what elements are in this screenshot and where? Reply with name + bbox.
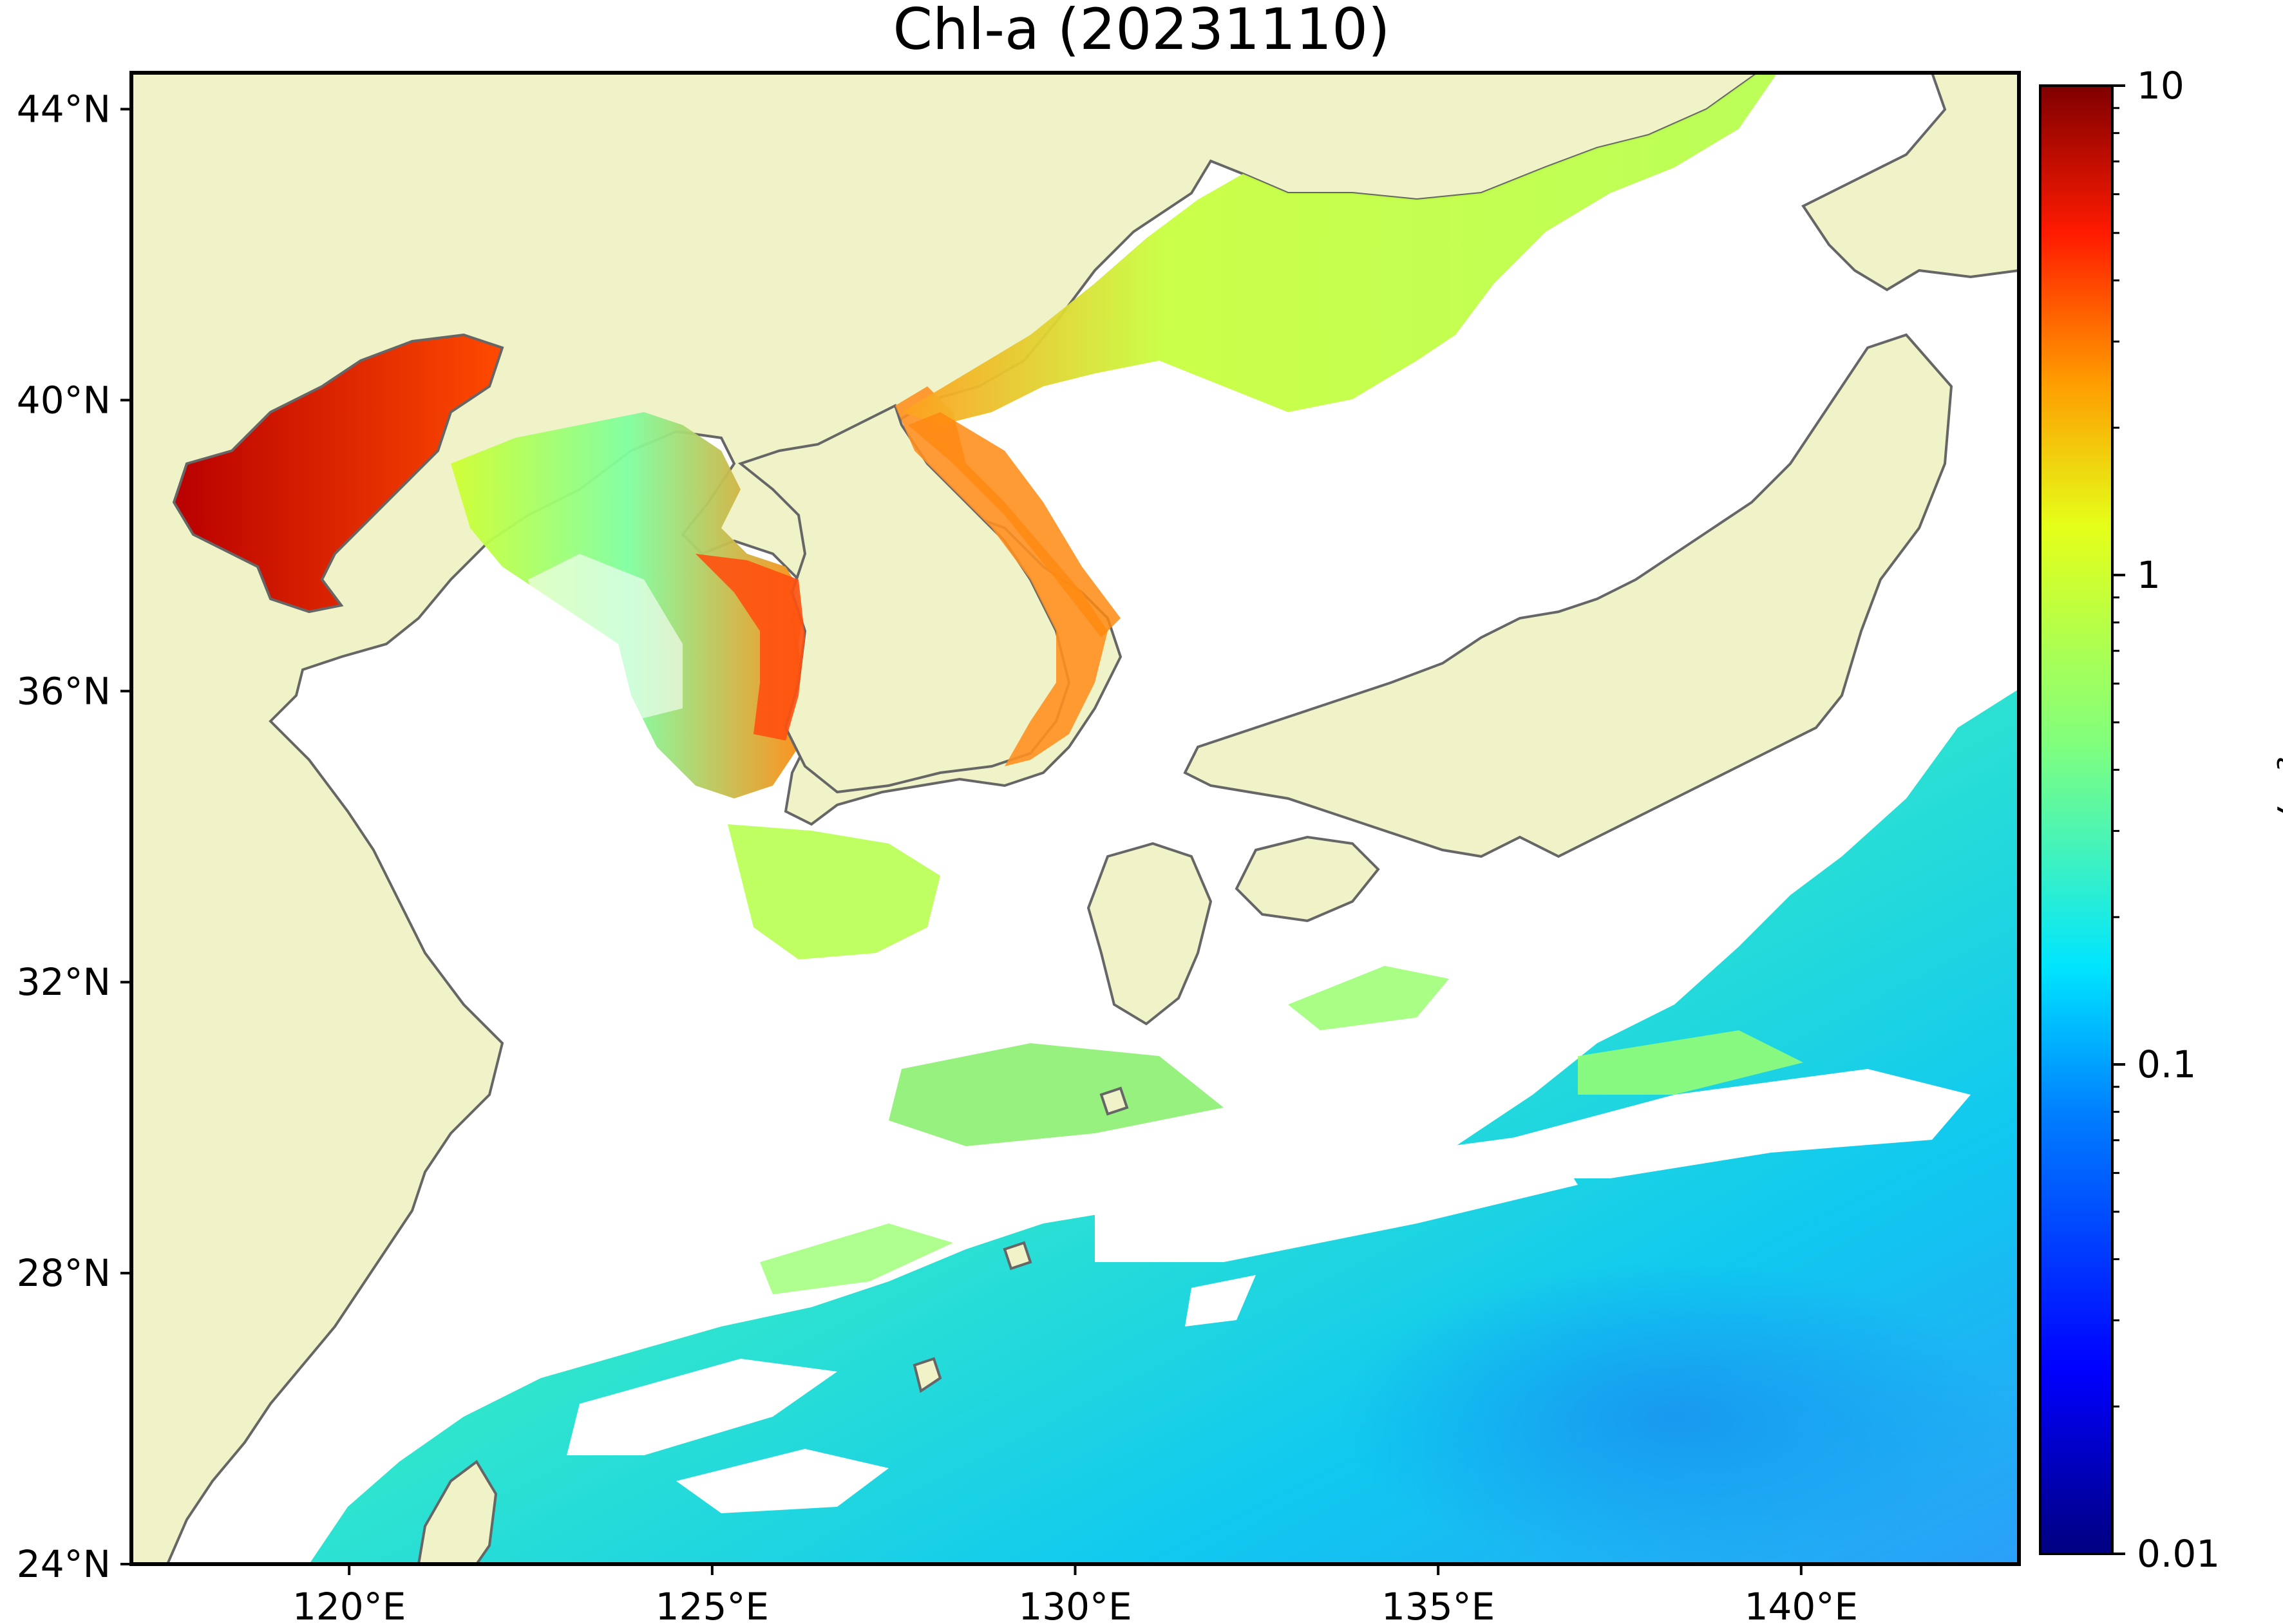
lat-tick-label: 24°N xyxy=(17,1542,111,1586)
colorbar-tick-label: 0.01 xyxy=(2137,1532,2220,1576)
colorbar-ticks: 10 1 0.1 0.01 xyxy=(2112,64,2220,1576)
lon-tick-label: 125°E xyxy=(656,1585,769,1624)
japan-sea-chl xyxy=(902,73,1777,425)
longitude-axis: 120°E 125°E 130°E 135°E 140°E xyxy=(292,1564,1858,1624)
lon-tick-label: 120°E xyxy=(292,1585,406,1624)
bohai-sea xyxy=(172,333,504,614)
land-japan-hokkaido xyxy=(1801,73,2019,292)
lat-tick-label: 36°N xyxy=(17,669,111,713)
cloud-gap xyxy=(1481,1069,1971,1178)
lon-tick-label: 130°E xyxy=(1018,1585,1132,1624)
land-japan-honshu xyxy=(1183,333,1953,858)
land-japan-kyushu xyxy=(1086,842,1213,1026)
lat-tick-label: 32°N xyxy=(17,960,111,1004)
land-japan-shikoku xyxy=(1235,835,1380,923)
latitude-axis: 24°N 28°N 32°N 36°N 40°N 44°N xyxy=(17,87,131,1586)
land-taiwan xyxy=(417,1460,498,1564)
map-title: Chl-a (20231110) xyxy=(893,0,1390,62)
colorbar-tick-label: 10 xyxy=(2137,64,2184,108)
lon-tick-label: 140°E xyxy=(1745,1585,1858,1624)
lat-tick-label: 40°N xyxy=(17,378,111,422)
lat-tick-label: 28°N xyxy=(17,1251,111,1295)
lon-tick-label: 135°E xyxy=(1381,1585,1495,1624)
colorbar xyxy=(2039,84,2114,1555)
colorbar-tick-label: 1 xyxy=(2137,553,2161,597)
colorbar-tick-label: 0.1 xyxy=(2137,1043,2196,1086)
colorbar-unit-label: mg/m³ xyxy=(2270,757,2283,885)
lat-tick-label: 44°N xyxy=(17,87,111,131)
